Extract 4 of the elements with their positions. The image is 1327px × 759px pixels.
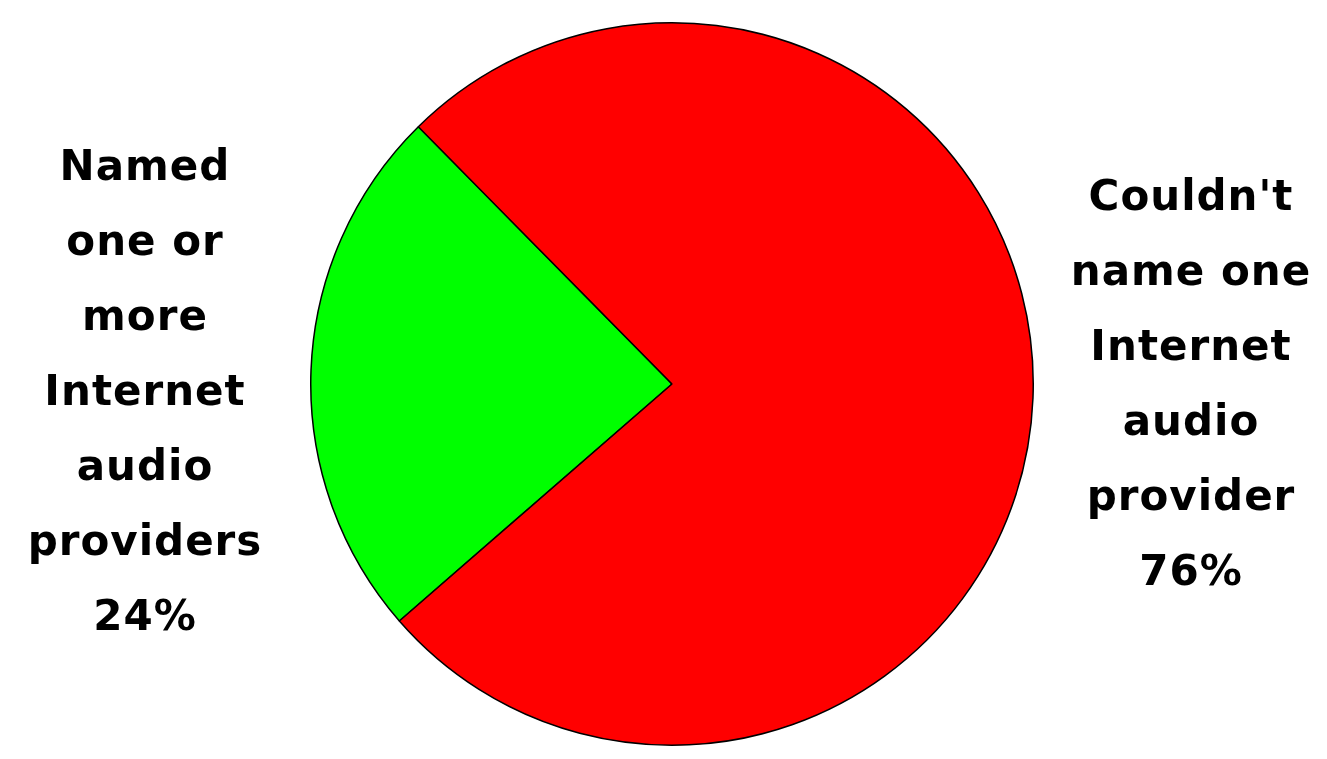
- data-label: 76%: [1139, 546, 1243, 595]
- slice-label: Named one or more Internet audio providers: [27, 141, 263, 565]
- data-label: 24%: [93, 591, 197, 640]
- slice-label: Couldn't name one Internet audio provider: [1070, 171, 1312, 520]
